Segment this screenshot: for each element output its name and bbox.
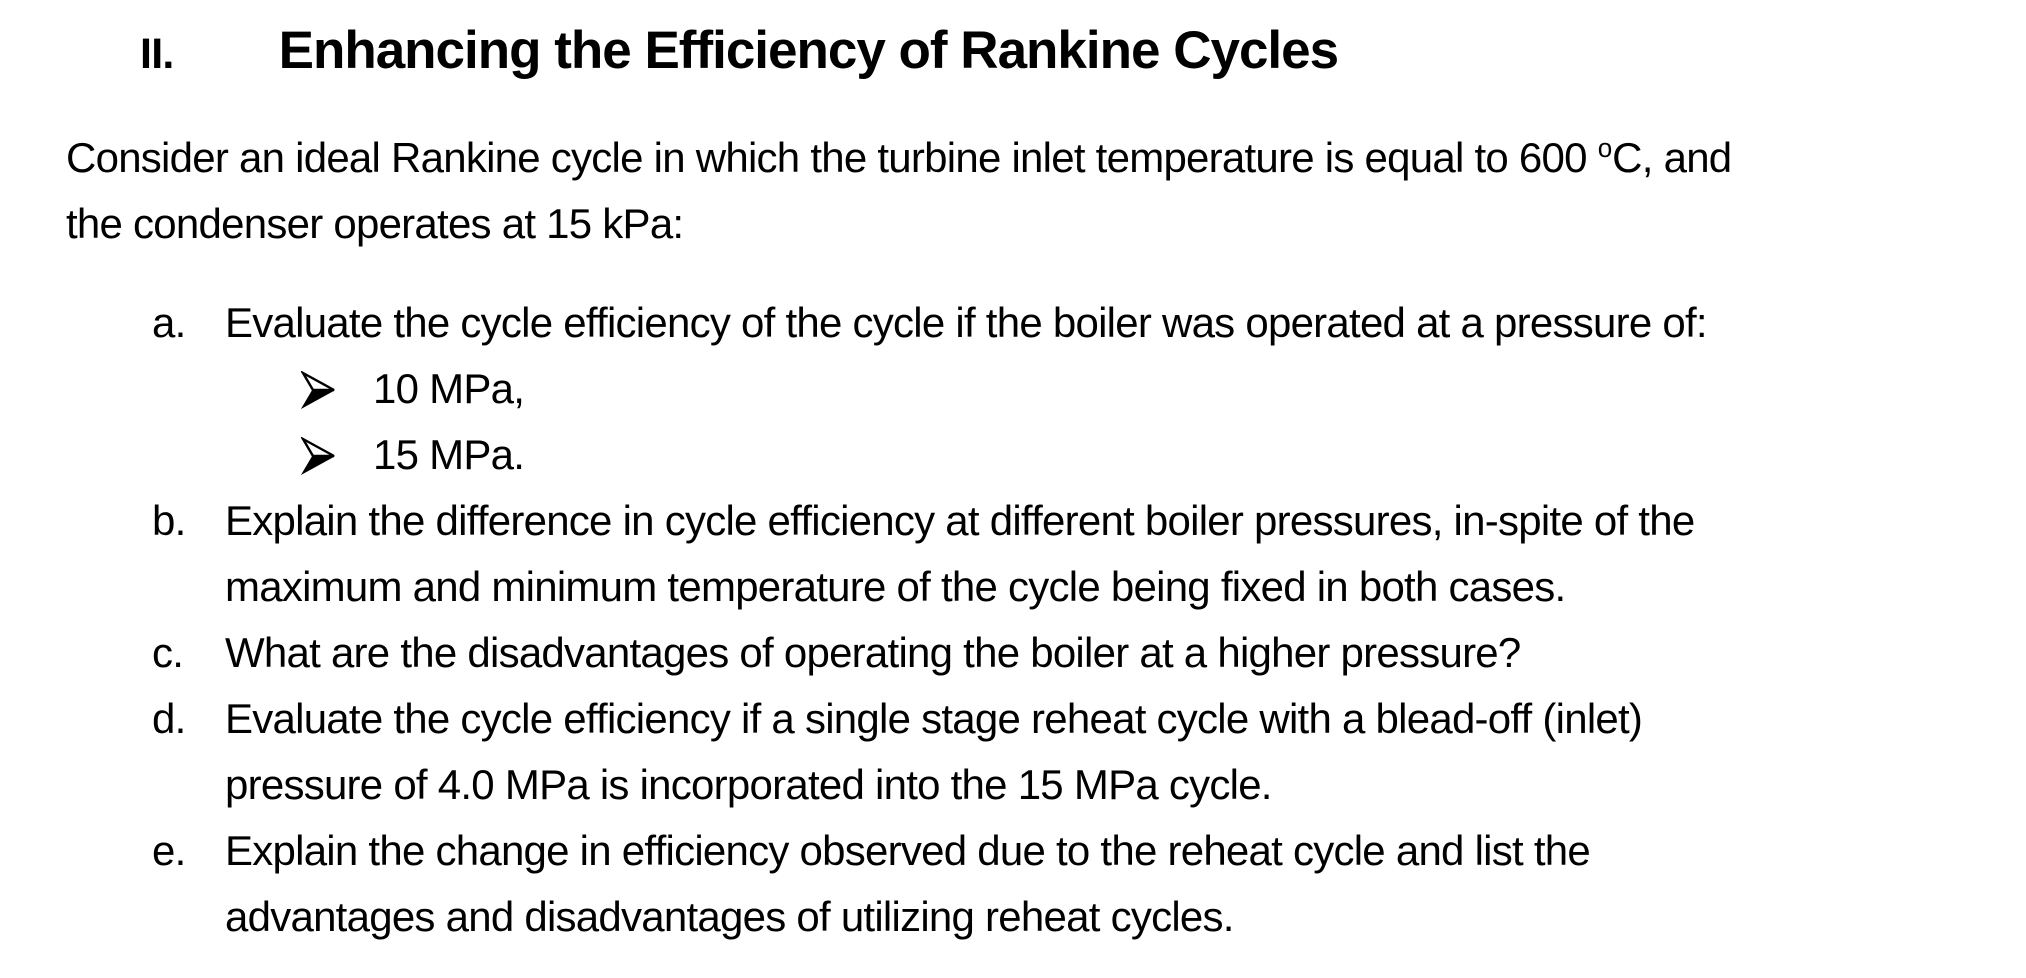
list-item-e: e. Explain the change in efficiency obse…: [0, 818, 2026, 950]
item-d-line-1: Evaluate the cycle efficiency if a singl…: [225, 695, 1643, 742]
item-d-line-2: pressure of 4.0 MPa is incorporated into…: [225, 761, 1272, 808]
question-list: a. Evaluate the cycle efficiency of the …: [0, 290, 2026, 950]
bullet-item-10mpa: 10 MPa,: [0, 356, 2026, 422]
section-heading: II. Enhancing the Efficiency of Rankine …: [140, 0, 2026, 81]
intro-line-1: Consider an ideal Rankine cycle in which…: [66, 115, 2026, 191]
list-marker-d: d.: [152, 695, 186, 742]
list-marker-e: e.: [152, 827, 186, 874]
bullet-text: 10 MPa,: [373, 365, 525, 412]
section-number: II.: [140, 30, 174, 78]
list-marker-a: a.: [152, 299, 186, 346]
item-e-line-2: advantages and disadvantages of utilizin…: [225, 893, 1234, 940]
list-item-a: a. Evaluate the cycle efficiency of the …: [0, 290, 2026, 356]
list-item-c: c. What are the disadvantages of operati…: [0, 620, 2026, 686]
item-e-line-1: Explain the change in efficiency observe…: [225, 827, 1591, 874]
arrow-bullet-icon: [301, 371, 337, 409]
list-marker-b: b.: [152, 497, 186, 544]
intro-line-2: the condenser operates at 15 kPa:: [66, 200, 684, 247]
item-c-line-1: What are the disadvantages of operating …: [225, 629, 1521, 676]
intro-paragraph: Consider an ideal Rankine cycle in which…: [66, 115, 2026, 257]
intro-line-1-tail: C, and: [1612, 134, 1732, 181]
item-b-line-1: Explain the difference in cycle efficien…: [225, 497, 1695, 544]
bullet-item-15mpa: 15 MPa.: [0, 422, 2026, 488]
intro-line-1-text: Consider an ideal Rankine cycle in which…: [66, 134, 1598, 181]
arrow-bullet-icon: [301, 437, 337, 475]
list-marker-c: c.: [152, 629, 184, 676]
bullet-text: 15 MPa.: [373, 431, 525, 478]
section-title: Enhancing the Efficiency of Rankine Cycl…: [278, 21, 1340, 80]
list-item-b: b. Explain the difference in cycle effic…: [0, 488, 2026, 620]
degree-superscript: o: [1597, 133, 1613, 163]
list-item-d: d. Evaluate the cycle efficiency if a si…: [0, 686, 2026, 818]
item-a-line-1: Evaluate the cycle efficiency of the cyc…: [225, 299, 1708, 346]
item-b-line-2: maximum and minimum temperature of the c…: [225, 563, 1566, 610]
